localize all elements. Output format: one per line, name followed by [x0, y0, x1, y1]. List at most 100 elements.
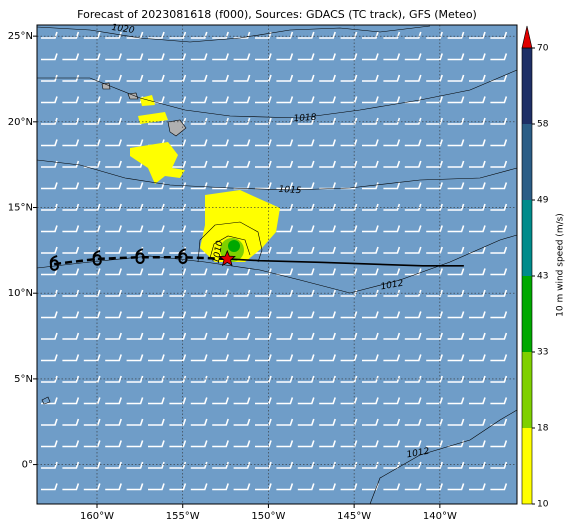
wind-barb — [41, 96, 58, 104]
wind-barb — [169, 31, 187, 39]
wind-barb — [404, 160, 422, 168]
wind-barb — [490, 461, 508, 469]
wind-barb — [62, 354, 80, 362]
wind-barb — [340, 418, 358, 426]
wind-barb — [212, 375, 229, 383]
wind-barb — [340, 440, 358, 448]
wind-barb — [233, 483, 251, 491]
wind-barb — [447, 354, 465, 362]
wind-barb — [383, 225, 401, 233]
wind-barb — [404, 397, 422, 405]
wind-barb — [297, 375, 315, 383]
wind-barb — [255, 354, 272, 362]
wind-barb — [62, 418, 80, 426]
wind-barb — [297, 117, 315, 125]
wind-barb — [62, 139, 80, 147]
wind-barb — [447, 289, 465, 297]
wind-barb — [62, 203, 80, 211]
wind-barb — [126, 375, 144, 383]
wind-barb — [126, 418, 144, 426]
wind-barb — [362, 160, 379, 168]
wind-barb — [190, 440, 208, 448]
wind-barb — [340, 160, 358, 168]
wind-barb — [212, 332, 229, 340]
isobar — [36, 25, 431, 43]
wind-barb — [233, 418, 251, 426]
wind-barb — [383, 397, 401, 405]
wind-barb — [276, 332, 294, 340]
wind-barb — [426, 160, 443, 168]
wind-barb — [62, 74, 80, 82]
grid — [33, 25, 517, 508]
wind-barb — [362, 139, 379, 147]
wind-barb — [276, 268, 294, 276]
wind-barb — [340, 53, 358, 61]
wind-barb — [105, 53, 122, 61]
colorbar-segment — [522, 48, 532, 124]
wind-barb — [426, 354, 443, 362]
wind-barb — [426, 139, 443, 147]
wind-barb — [212, 182, 229, 190]
wind-barb — [83, 53, 101, 61]
colorbar-label: 10 m wind speed (m/s) — [556, 213, 566, 317]
wind-barb — [148, 397, 165, 405]
storm-symbol — [178, 248, 188, 264]
wind-barb — [447, 268, 465, 276]
wind-barb — [233, 332, 251, 340]
colorbar-segment — [522, 276, 532, 352]
colorbar-tick-label: 33 — [537, 348, 548, 358]
wind-barb — [105, 440, 122, 448]
wind-barb — [319, 96, 336, 104]
wind-barb — [62, 225, 80, 233]
wind-barb — [41, 483, 58, 491]
wind-areas — [130, 95, 280, 262]
wind-barb — [490, 182, 508, 190]
wind-barb — [212, 311, 229, 319]
wind-barb — [297, 246, 315, 254]
wind-barb — [255, 332, 272, 340]
wind-barb — [62, 332, 80, 340]
wind-barb — [148, 461, 165, 469]
wind-barb — [190, 74, 208, 82]
forecast-track — [227, 258, 464, 267]
y-tick-label: 5°N — [14, 374, 33, 385]
wind-barb — [62, 53, 80, 61]
isobar-label: 1015 — [278, 185, 302, 197]
wind-barb — [233, 160, 251, 168]
wind-barb — [105, 182, 122, 190]
wind-barb — [469, 461, 486, 469]
wind-area — [140, 95, 155, 106]
wind-barb — [404, 225, 422, 233]
wind-barb — [319, 139, 336, 147]
wind-barb — [148, 182, 165, 190]
wind-barb — [41, 182, 58, 190]
wind-barb — [404, 74, 422, 82]
wind-barb — [233, 117, 251, 125]
x-tick-label: 160°W — [80, 511, 114, 522]
wind-barb — [490, 289, 508, 297]
colorbar-extend — [521, 25, 533, 49]
wind-barb — [255, 117, 272, 125]
isobar-label: 1018 — [293, 113, 317, 125]
wind-barb — [62, 160, 80, 168]
wind-barb — [383, 139, 401, 147]
wind-barb — [490, 31, 508, 39]
wind-barb — [105, 332, 122, 340]
current-position — [218, 249, 236, 267]
wind-barb — [319, 268, 336, 276]
wind-barb — [297, 96, 315, 104]
wind-barb — [169, 268, 187, 276]
wind-barb — [126, 397, 144, 405]
wind-barb — [447, 96, 465, 104]
wind-barb — [362, 96, 379, 104]
wind-barb — [490, 311, 508, 319]
isobars — [36, 25, 518, 505]
wind-barb — [426, 418, 443, 426]
wind-barb — [83, 182, 101, 190]
wind-barb — [319, 440, 336, 448]
wind-barb — [83, 139, 101, 147]
wind-barb — [447, 375, 465, 383]
wind-barb — [447, 74, 465, 82]
wind-barb — [383, 418, 401, 426]
wind-barb — [105, 117, 122, 125]
